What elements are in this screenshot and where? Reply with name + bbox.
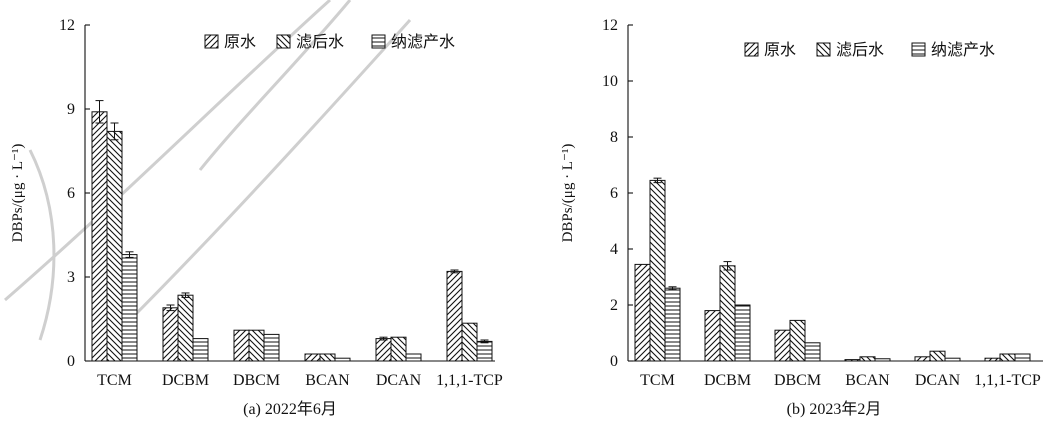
legend-label: 纳滤产水 [931, 41, 995, 59]
bar-1-DBCM [248, 329, 265, 362]
legend-label: 滤后水 [836, 41, 884, 59]
bar-2-DBCM [804, 342, 821, 362]
legend-swatch [744, 42, 759, 57]
bar-1-TCM [106, 130, 123, 362]
legend-swatch [816, 42, 831, 57]
x-tick-label: DCBM [162, 372, 209, 389]
bar-1-DCAN [390, 336, 407, 362]
x-tick-label: DCAN [376, 372, 422, 389]
x-tick-label: 1,1,1-TCP [974, 372, 1041, 389]
bar-0-DBCM [233, 329, 250, 362]
panel-caption: (b) 2023年2月 [787, 400, 882, 418]
bar-2-TCM [121, 254, 138, 362]
bar-2-1,1,1-TCP [476, 340, 493, 362]
bar-2-BCAN [874, 358, 891, 362]
legend-label: 滤后水 [296, 33, 344, 51]
bar-2-TCM [664, 287, 681, 362]
bar-1-DCBM [177, 294, 194, 362]
legend-label: 原水 [224, 33, 256, 51]
bar-1-1,1,1-TCP [461, 322, 478, 362]
x-tick-label: BCAN [845, 372, 890, 389]
legend-label: 原水 [764, 41, 796, 59]
x-tick-label: DBCM [774, 372, 821, 389]
y-tick-label: 2 [610, 297, 618, 314]
bar-1-DCAN [929, 350, 946, 362]
x-tick-label: TCM [640, 372, 675, 389]
y-axis-label: DBPs/(μg · L⁻¹) [560, 144, 576, 243]
bar-1-TCM [649, 179, 666, 362]
bar-0-BCAN [304, 353, 321, 362]
legend-swatch [371, 34, 386, 49]
bar-0-TCM [634, 263, 651, 362]
y-tick-label: 8 [610, 129, 618, 146]
bar-0-DCBM [162, 307, 179, 362]
bar-1-BCAN [319, 353, 336, 362]
bar-0-BCAN [844, 359, 861, 362]
bar-2-DBCM [263, 333, 280, 362]
bar-2-DCAN [944, 357, 961, 362]
bar-2-DCAN [405, 353, 422, 362]
y-tick-label: 3 [67, 269, 75, 286]
y-tick-label: 4 [610, 241, 618, 258]
chart-panel-a: 0 3 6 9 12 DBPs/(μg · L⁻¹) TCM DCBM DBCM BCAN DCAN… [10, 17, 503, 418]
bar-0-DCBM [704, 310, 721, 362]
bar-0-TCM [91, 111, 108, 362]
y-tick-label: 0 [67, 353, 75, 370]
y-tick-label: 9 [67, 101, 75, 118]
watermark [4, 0, 412, 341]
chart-panel-b: 0 2 4 6 8 10 12 DBPs/(μg · L⁻¹) TCM DCBM DBCM BCAN D… [560, 17, 1043, 418]
x-tick-label: DCAN [915, 372, 961, 389]
bar-2-BCAN [334, 357, 351, 362]
bar-0-1,1,1-TCP [446, 270, 463, 362]
bar-0-DCAN [375, 338, 392, 362]
y-tick-label: 0 [610, 353, 618, 370]
bar-2-DCBM [192, 338, 209, 362]
y-tick-label: 12 [602, 17, 618, 34]
y-axis-label: DBPs/(μg · L⁻¹) [10, 144, 26, 243]
legend-label: 纳滤产水 [391, 33, 455, 51]
bar-2-DCBM [734, 304, 751, 362]
bar-0-1,1,1-TCP [984, 357, 1001, 362]
x-tick-label: BCAN [305, 372, 350, 389]
x-tick-label: DCBM [704, 372, 751, 389]
legend-swatch [911, 42, 926, 57]
bar-1-BCAN [859, 356, 876, 362]
panel-caption: (a) 2022年6月 [243, 400, 337, 418]
legend-swatch [204, 34, 219, 49]
y-tick-label: 6 [67, 185, 75, 202]
y-tick-label: 10 [602, 73, 618, 90]
x-tick-label: TCM [97, 372, 132, 389]
bar-0-DBCM [774, 329, 791, 362]
bar-0-DCAN [914, 356, 931, 362]
bar-2-1,1,1-TCP [1014, 353, 1031, 362]
legend-swatch [276, 34, 291, 49]
x-tick-label: DBCM [233, 372, 280, 389]
x-tick-label: 1,1,1-TCP [436, 372, 503, 389]
bar-1-DCBM [719, 265, 736, 362]
y-tick-label: 6 [610, 185, 618, 202]
y-tick-label: 12 [59, 17, 75, 34]
bar-1-1,1,1-TCP [999, 353, 1016, 362]
bar-1-DBCM [789, 319, 806, 362]
